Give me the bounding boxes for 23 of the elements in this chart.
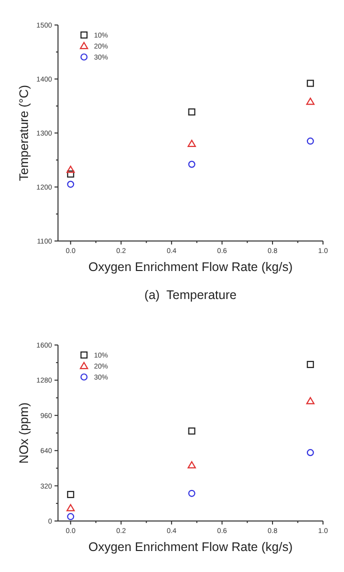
point <box>306 449 314 456</box>
point <box>306 80 314 87</box>
point <box>306 360 314 368</box>
x-axis-title: Oxygen Enrichment Flow Rate (kg/s) <box>88 260 293 274</box>
text: (a) Temperature <box>144 288 237 302</box>
point <box>188 140 196 147</box>
point <box>188 427 196 435</box>
point <box>188 490 196 497</box>
point <box>306 397 315 404</box>
point <box>188 160 196 168</box>
y-axis-title: NOx (ppm) <box>17 402 31 464</box>
point <box>66 166 75 173</box>
point <box>188 461 196 468</box>
point <box>188 108 196 116</box>
point <box>67 180 74 188</box>
point <box>306 98 315 105</box>
point <box>67 490 74 498</box>
point <box>67 170 74 178</box>
x-axis-title: Oxygen Enrichment Flow Rate (kg/s) <box>88 540 293 554</box>
y-axis-title: Temperature (°C) <box>17 85 31 181</box>
point <box>306 138 314 145</box>
point <box>66 504 75 512</box>
point <box>67 513 74 520</box>
